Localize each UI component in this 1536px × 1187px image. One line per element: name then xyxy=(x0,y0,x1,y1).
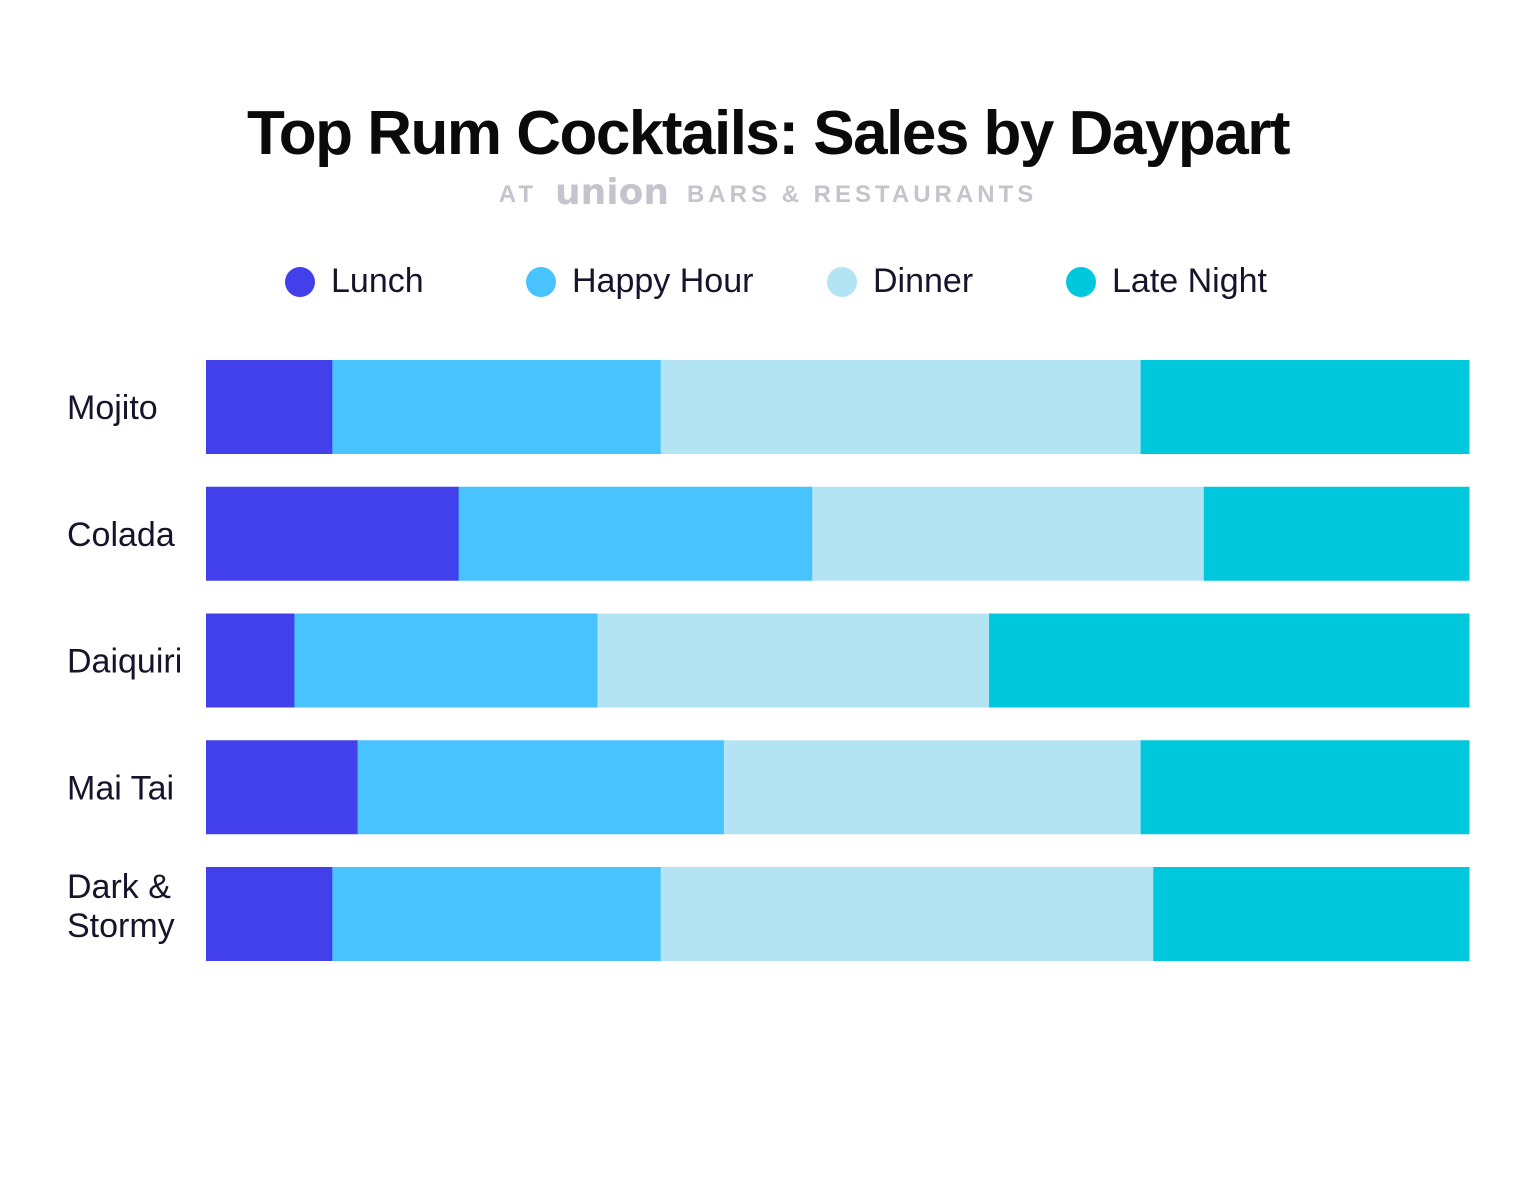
bar-segment-dinner xyxy=(660,867,1154,961)
category-label: Mojito xyxy=(67,389,158,427)
bar-segment-dinner xyxy=(723,740,1142,835)
bar-segment-late-night xyxy=(1203,486,1470,581)
bar-segment-lunch xyxy=(206,867,333,961)
legend-label: Lunch xyxy=(331,262,424,300)
bar-segment-lunch xyxy=(206,486,460,581)
bar-segment-dinner xyxy=(660,360,1142,454)
subtitle-suffix: BARS & RESTAURANTS xyxy=(686,181,1038,208)
bar-segment-late-night xyxy=(1140,360,1470,454)
bar-segment-happy-hour xyxy=(332,867,662,961)
legend-label: Late Night xyxy=(1112,262,1267,300)
legend-item-late-night: Late Night xyxy=(1066,262,1267,301)
bar-segment-happy-hour xyxy=(294,613,599,708)
legend-item-dinner: Dinner xyxy=(827,262,973,301)
legend-swatch xyxy=(285,266,315,297)
bar-segment-dinner xyxy=(597,613,990,708)
legend-label: Dinner xyxy=(873,262,974,300)
category-label: Colada xyxy=(67,516,175,554)
legend-item-happy-hour: Happy Hour xyxy=(526,262,753,301)
chart-title: Top Rum Cocktails: Sales by Daypart xyxy=(247,99,1290,168)
legend-swatch xyxy=(1066,266,1096,297)
chart-subtitle: AT union BARS & RESTAURANTS xyxy=(0,172,1536,213)
legend: Lunch Happy Hour Dinner Late Night xyxy=(0,262,1536,302)
bar-segment-late-night xyxy=(1140,740,1470,835)
subtitle-prefix: AT xyxy=(498,181,537,208)
legend-swatch xyxy=(526,266,556,297)
bar-segment-late-night xyxy=(1153,867,1470,961)
bar-segment-happy-hour xyxy=(458,486,813,581)
bar-segment-happy-hour xyxy=(332,360,662,454)
bar-segment-dinner xyxy=(812,486,1205,581)
bar-segment-lunch xyxy=(206,360,333,454)
union-logo: union xyxy=(555,172,669,213)
legend-label: Happy Hour xyxy=(572,262,754,300)
category-label: Mai Tai xyxy=(67,769,174,807)
bar-segment-lunch xyxy=(206,740,359,835)
bar-segment-happy-hour xyxy=(357,740,725,835)
bar-segment-late-night xyxy=(989,613,1470,708)
legend-swatch xyxy=(827,266,857,297)
category-label: Dark & Stormy xyxy=(67,868,175,945)
category-label: Daiquiri xyxy=(67,643,182,681)
bar-segment-lunch xyxy=(206,613,295,708)
legend-item-lunch: Lunch xyxy=(285,262,424,301)
